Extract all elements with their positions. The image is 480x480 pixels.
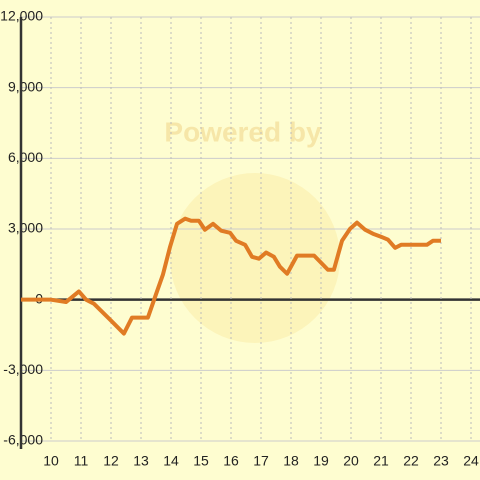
x-tick-label: 22 bbox=[403, 453, 419, 469]
x-tick-label: 14 bbox=[163, 453, 179, 469]
y-tick-label: 3,000 bbox=[8, 220, 43, 236]
y-tick-label: 12,000 bbox=[0, 8, 43, 24]
x-tick-label: 19 bbox=[313, 453, 329, 469]
x-tick-label: 17 bbox=[253, 453, 269, 469]
y-tick-label: 6,000 bbox=[8, 149, 43, 165]
x-tick-label: 10 bbox=[43, 453, 59, 469]
watermark: Powered by bbox=[164, 116, 322, 147]
y-tick-label: -6,000 bbox=[3, 432, 43, 448]
x-tick-label: 20 bbox=[343, 453, 359, 469]
x-tick-label: 21 bbox=[373, 453, 389, 469]
y-tick-label: 9,000 bbox=[8, 78, 43, 94]
x-tick-label: 24 bbox=[463, 453, 479, 469]
x-tick-label: 16 bbox=[223, 453, 239, 469]
y-tick-label: -3,000 bbox=[3, 361, 43, 377]
x-tick-label: 11 bbox=[74, 453, 89, 469]
x-tick-label: 18 bbox=[283, 453, 299, 469]
x-tick-label: 15 bbox=[193, 453, 209, 469]
data-line bbox=[21, 216, 441, 336]
x-tick-label: 13 bbox=[133, 453, 149, 469]
x-tick-label: 12 bbox=[103, 453, 119, 469]
x-tick-label: 23 bbox=[433, 453, 449, 469]
